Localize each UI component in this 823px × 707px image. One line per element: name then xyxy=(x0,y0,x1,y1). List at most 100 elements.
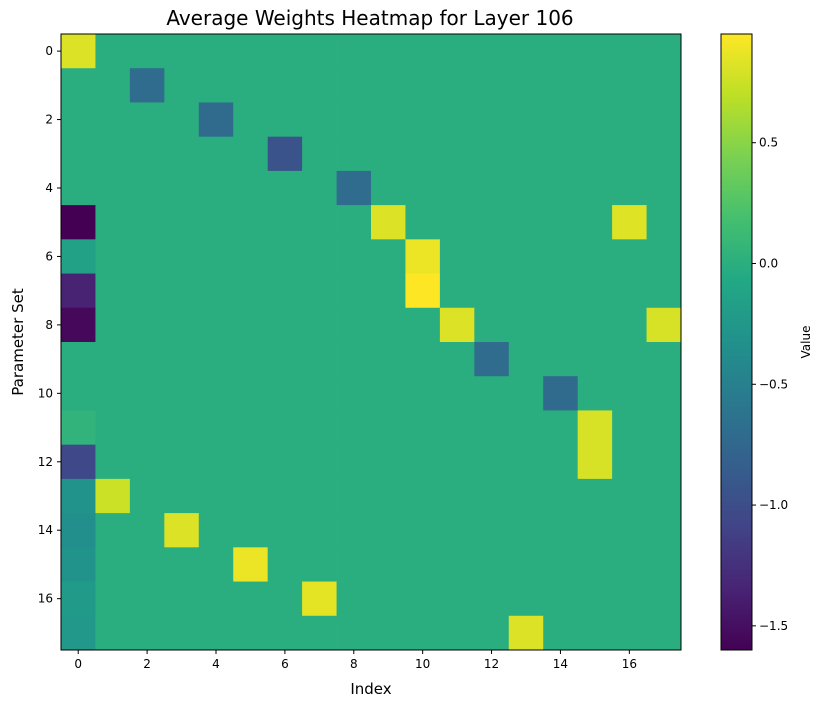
heatmap-cell-r4-c17 xyxy=(647,171,682,206)
heatmap-cell-r16-c7 xyxy=(302,582,337,617)
heatmap-cell-r0-c5 xyxy=(233,34,268,69)
heatmap-cell-r16-c17 xyxy=(647,582,682,617)
heatmap-cell-r17-c10 xyxy=(405,616,440,651)
heatmap-cell-r6-c15 xyxy=(578,239,613,274)
heatmap-cell-r12-c1 xyxy=(95,445,130,480)
heatmap-cell-r2-c6 xyxy=(268,102,303,137)
heatmap-cell-r1-c14 xyxy=(543,68,578,103)
heatmap-cell-r12-c13 xyxy=(509,445,544,480)
heatmap-cell-r3-c5 xyxy=(233,137,268,172)
heatmap-cell-r11-c0 xyxy=(61,410,96,445)
heatmap-cell-r10-c7 xyxy=(302,376,337,411)
colorbar-ticks: 0.5 0.0 −0.5 −1.0 −1.5 xyxy=(752,136,788,633)
heatmap-cell-r16-c3 xyxy=(164,582,199,617)
heatmap-cell-r0-c6 xyxy=(268,34,303,69)
heatmap-cell-r1-c17 xyxy=(647,68,682,103)
heatmap-cell-r8-c5 xyxy=(233,308,268,343)
heatmap-cell-r9-c11 xyxy=(440,342,475,377)
heatmap-cell-r6-c3 xyxy=(164,239,199,274)
heatmap-cell-r3-c8 xyxy=(337,137,372,172)
heatmap-cell-r17-c4 xyxy=(199,616,234,651)
heatmap-cell-r12-c0 xyxy=(61,445,96,480)
heatmap-cell-r4-c8 xyxy=(337,171,372,206)
heatmap-cell-r11-c4 xyxy=(199,410,234,445)
heatmap-cell-r8-c12 xyxy=(474,308,509,343)
heatmap-cell-r16-c1 xyxy=(95,582,130,617)
heatmap-cell-r13-c6 xyxy=(268,479,303,514)
heatmap-cell-r14-c14 xyxy=(543,513,578,548)
heatmap-cell-r4-c15 xyxy=(578,171,613,206)
heatmap-cell-r5-c14 xyxy=(543,205,578,240)
heatmap-cell-r9-c12 xyxy=(474,342,509,377)
heatmap-cell-r15-c2 xyxy=(130,547,165,582)
heatmap-cell-r15-c0 xyxy=(61,547,96,582)
heatmap-cell-r4-c9 xyxy=(371,171,406,206)
heatmap-cell-r17-c8 xyxy=(337,616,372,651)
heatmap-cell-r12-c4 xyxy=(199,445,234,480)
heatmap-cell-r3-c2 xyxy=(130,137,165,172)
heatmap-cell-r12-c11 xyxy=(440,445,475,480)
heatmap-cell-r12-c14 xyxy=(543,445,578,480)
heatmap-cell-r16-c6 xyxy=(268,582,303,617)
heatmap-cell-r9-c7 xyxy=(302,342,337,377)
colorbar-tick-label: 0.5 xyxy=(759,136,778,150)
heatmap-cell-r0-c14 xyxy=(543,34,578,69)
heatmap-cell-r0-c3 xyxy=(164,34,199,69)
heatmap-cell-r0-c7 xyxy=(302,34,337,69)
heatmap-cell-r12-c16 xyxy=(612,445,647,480)
heatmap-cell-r1-c12 xyxy=(474,68,509,103)
heatmap-cell-r16-c15 xyxy=(578,582,613,617)
heatmap-cell-r9-c15 xyxy=(578,342,613,377)
heatmap-cell-r2-c12 xyxy=(474,102,509,137)
heatmap-cell-r10-c0 xyxy=(61,376,96,411)
heatmap-cell-r17-c16 xyxy=(612,616,647,651)
heatmap-cell-r13-c0 xyxy=(61,479,96,514)
heatmap-cell-r7-c17 xyxy=(647,274,682,309)
heatmap-cell-r11-c12 xyxy=(474,410,509,445)
heatmap-cell-r16-c4 xyxy=(199,582,234,617)
heatmap-cell-r14-c11 xyxy=(440,513,475,548)
heatmap-cell-r2-c10 xyxy=(405,102,440,137)
heatmap-cell-r7-c15 xyxy=(578,274,613,309)
heatmap-cell-r17-c3 xyxy=(164,616,199,651)
heatmap-cell-r14-c4 xyxy=(199,513,234,548)
x-tick-label: 2 xyxy=(143,657,151,671)
heatmap-cell-r12-c2 xyxy=(130,445,165,480)
heatmap-cell-r15-c17 xyxy=(647,547,682,582)
heatmap-cell-r10-c11 xyxy=(440,376,475,411)
heatmap-cell-r17-c13 xyxy=(509,616,544,651)
heatmap-cell-r13-c7 xyxy=(302,479,337,514)
heatmap-cell-r10-c14 xyxy=(543,376,578,411)
heatmap-cell-r11-c1 xyxy=(95,410,130,445)
heatmap-cell-r17-c9 xyxy=(371,616,406,651)
heatmap-cell-r8-c8 xyxy=(337,308,372,343)
heatmap-cell-r9-c5 xyxy=(233,342,268,377)
heatmap-cell-r9-c10 xyxy=(405,342,440,377)
heatmap-cell-r8-c6 xyxy=(268,308,303,343)
heatmap-cell-r2-c8 xyxy=(337,102,372,137)
heatmap-cell-r10-c10 xyxy=(405,376,440,411)
heatmap-cell-r4-c0 xyxy=(61,171,96,206)
heatmap-cell-r8-c10 xyxy=(405,308,440,343)
heatmap-cell-r9-c9 xyxy=(371,342,406,377)
heatmap-cell-r5-c5 xyxy=(233,205,268,240)
heatmap-cell-r7-c4 xyxy=(199,274,234,309)
heatmap-cell-r14-c7 xyxy=(302,513,337,548)
heatmap-cell-r14-c12 xyxy=(474,513,509,548)
heatmap-cell-r10-c15 xyxy=(578,376,613,411)
x-tick-label: 14 xyxy=(553,657,568,671)
heatmap-cell-r14-c1 xyxy=(95,513,130,548)
heatmap-cell-r6-c11 xyxy=(440,239,475,274)
heatmap-cell-r3-c15 xyxy=(578,137,613,172)
heatmap-cell-r15-c6 xyxy=(268,547,303,582)
heatmap-cell-r5-c2 xyxy=(130,205,165,240)
heatmap-cell-r8-c17 xyxy=(647,308,682,343)
heatmap-cell-r11-c16 xyxy=(612,410,647,445)
heatmap-cell-r5-c16 xyxy=(612,205,647,240)
heatmap-cell-r6-c6 xyxy=(268,239,303,274)
heatmap-cell-r16-c2 xyxy=(130,582,165,617)
heatmap-cell-r12-c7 xyxy=(302,445,337,480)
y-tick-label: 10 xyxy=(38,386,53,400)
heatmap-cell-r5-c11 xyxy=(440,205,475,240)
